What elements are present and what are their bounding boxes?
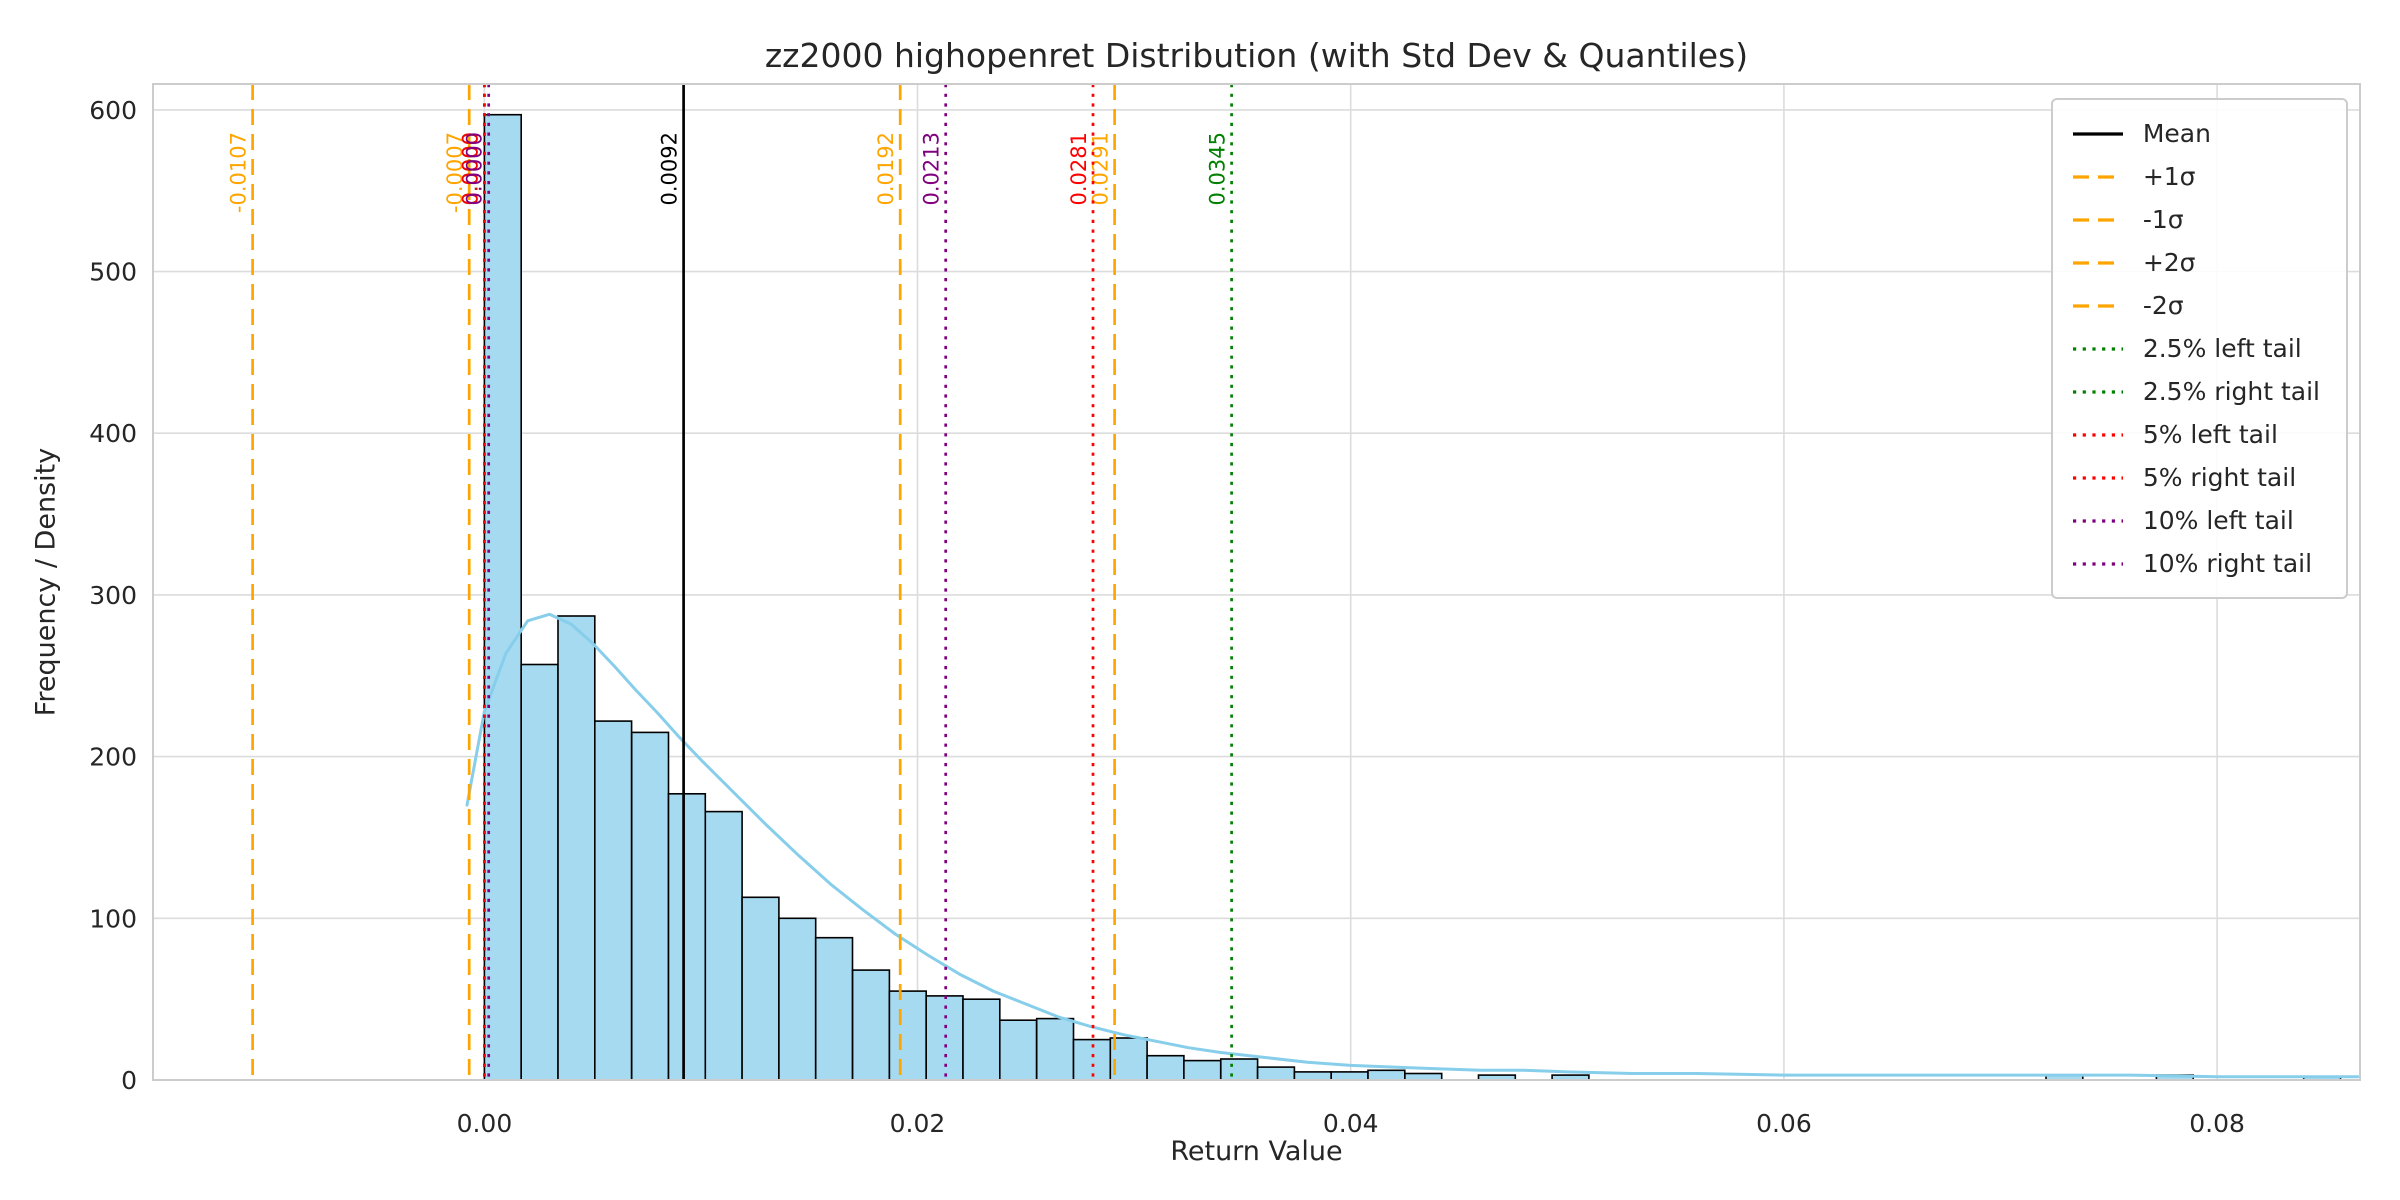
vline-label-mean: 0.0092	[658, 132, 682, 205]
histogram-bar	[888, 990, 928, 1081]
histogram-bar	[814, 936, 854, 1081]
vline-label-q10-right: 0.0213	[920, 132, 944, 205]
legend-line-sample-q5-right	[2072, 475, 2123, 480]
y-tick-label: 300	[89, 581, 137, 610]
y-tick-label: 100	[89, 904, 137, 933]
legend-item-q5-left: 5% left tail	[2071, 413, 2320, 456]
plot-border	[152, 83, 2361, 1081]
histogram-bar	[557, 615, 596, 1081]
legend-item-q2p5-left: 2.5% left tail	[2071, 327, 2320, 370]
histogram-bar	[1293, 1071, 1333, 1081]
legend-item-minus-2sigma: -2σ	[2071, 284, 2320, 327]
legend-item-minus-1sigma: -1σ	[2071, 198, 2320, 241]
histogram-bar	[1330, 1071, 1369, 1081]
legend-item-label: 10% left tail	[2142, 506, 2294, 535]
histogram-bar	[667, 792, 707, 1081]
legend-item-label: +1σ	[2142, 162, 2196, 191]
vline-label-minus-1sigma: -0.0007	[443, 132, 467, 213]
legend-item-label: 5% right tail	[2142, 463, 2297, 492]
legend-item-label: 10% right tail	[2142, 549, 2313, 578]
x-tick-label: 0.00	[457, 1109, 513, 1138]
histogram-bar	[593, 720, 633, 1081]
x-tick-label: 0.02	[890, 1109, 946, 1138]
legend-line-sample-q10-right	[2072, 561, 2123, 566]
legend-item-q10-right: 10% right tail	[2071, 542, 2320, 585]
y-tick-label: 600	[89, 96, 137, 125]
vline-label-q5-right: 0.0281	[1067, 132, 1091, 205]
legend-item-label: -1σ	[2142, 205, 2184, 234]
histogram-bar	[1109, 1037, 1148, 1081]
x-tick-label: 0.08	[2189, 1109, 2245, 1138]
legend-item-label: +2σ	[2142, 248, 2196, 277]
legend-item-label: -2σ	[2142, 291, 2184, 320]
histogram-bar	[741, 896, 780, 1081]
histogram-bar	[1256, 1066, 1296, 1081]
histogram-bar	[1183, 1059, 1222, 1081]
histogram-bar	[483, 113, 522, 1081]
legend-line-sample-q10-left	[2072, 518, 2123, 523]
kde-curve	[465, 612, 2360, 1079]
y-axis-label: Frequency / Density	[30, 447, 62, 717]
legend-item-label: 2.5% right tail	[2142, 377, 2320, 406]
histogram-bar	[1367, 1069, 1406, 1081]
vline-label-q10-left: 0.0000	[463, 132, 487, 205]
legend-line-sample-mean	[2072, 131, 2123, 136]
legend-line-sample-q2p5-left	[2072, 346, 2123, 351]
x-tick-label: 0.06	[1756, 1109, 1812, 1138]
y-tick-label: 400	[89, 419, 137, 448]
legend-item-plus-1sigma: +1σ	[2071, 155, 2320, 198]
vline-label-minus-2sigma: -0.0107	[227, 132, 251, 213]
histogram-bar	[778, 917, 817, 1081]
legend-item-q5-right: 5% right tail	[2071, 456, 2320, 499]
legend-line-sample-minus-1sigma	[2072, 217, 2123, 222]
legend-line-sample-plus-2sigma	[2072, 260, 2123, 265]
histogram-bar	[851, 969, 891, 1081]
legend-item-mean: Mean	[2071, 112, 2320, 155]
legend-item-label: 5% left tail	[2142, 420, 2278, 449]
legend-item-q10-left: 10% left tail	[2071, 499, 2320, 542]
y-tick-label: 500	[89, 258, 137, 287]
x-axis-label: Return Value	[1170, 1136, 1343, 1167]
histogram-bar	[998, 1019, 1038, 1081]
legend-line-sample-plus-1sigma	[2072, 174, 2123, 179]
vline-label-plus-1sigma: 0.0192	[874, 132, 898, 205]
histogram-bar	[1220, 1058, 1259, 1081]
legend-item-q2p5-right: 2.5% right tail	[2071, 370, 2320, 413]
y-tick-label: 0	[121, 1066, 137, 1095]
y-tick-label: 200	[89, 743, 137, 772]
legend: Mean +1σ -1σ +2σ -2σ 2.5% left tail 2.5% right…	[2050, 98, 2348, 599]
histogram-bar	[704, 810, 743, 1081]
legend-line-sample-q5-left	[2072, 432, 2123, 437]
legend-item-label: Mean	[2142, 119, 2211, 148]
histogram-bar	[1035, 1017, 1075, 1081]
legend-item-label: 2.5% left tail	[2142, 334, 2302, 363]
legend-item-plus-2sigma: +2σ	[2071, 241, 2320, 284]
legend-line-sample-q2p5-right	[2072, 389, 2123, 394]
chart-title: zz2000 highopenret Distribution (with St…	[764, 36, 1749, 75]
vline-label-q2p5-right: 0.0345	[1206, 132, 1230, 205]
histogram-bar	[630, 731, 670, 1081]
histogram-bar	[962, 998, 1001, 1081]
vline-label-q2p5-left: 0.0000	[458, 132, 482, 205]
histogram-bar	[1146, 1054, 1185, 1081]
x-tick-label: 0.04	[1323, 1109, 1379, 1138]
vline-label-q5-left: 0.0000	[458, 132, 482, 205]
histogram-bar	[520, 663, 559, 1081]
legend-line-sample-minus-2sigma	[2072, 303, 2123, 308]
